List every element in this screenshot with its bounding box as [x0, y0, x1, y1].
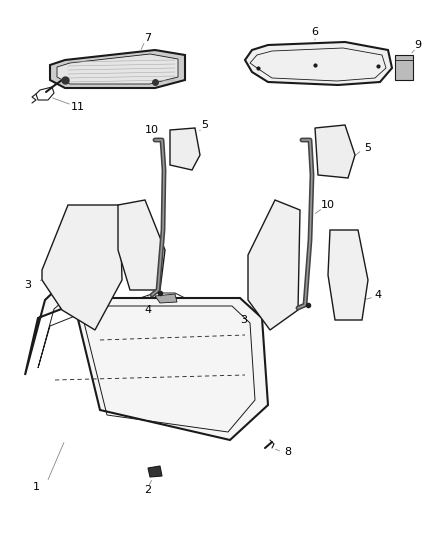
- Text: 5: 5: [364, 143, 371, 153]
- Polygon shape: [155, 294, 177, 303]
- Text: 3: 3: [25, 280, 32, 290]
- Text: 3: 3: [240, 315, 247, 325]
- Polygon shape: [57, 54, 178, 84]
- Polygon shape: [118, 200, 165, 290]
- Polygon shape: [148, 466, 162, 477]
- Text: 8: 8: [284, 447, 292, 457]
- Text: 1: 1: [32, 482, 39, 492]
- Polygon shape: [395, 55, 413, 80]
- Text: 10: 10: [321, 200, 335, 210]
- Polygon shape: [245, 42, 392, 85]
- Polygon shape: [42, 205, 122, 330]
- Polygon shape: [50, 50, 185, 88]
- Polygon shape: [328, 230, 368, 320]
- Polygon shape: [315, 125, 355, 178]
- Polygon shape: [248, 200, 300, 330]
- Text: 5: 5: [201, 120, 208, 130]
- Text: 4: 4: [145, 305, 152, 315]
- Text: 4: 4: [374, 290, 381, 300]
- Text: 9: 9: [414, 40, 421, 50]
- Text: 10: 10: [145, 125, 159, 135]
- Text: 11: 11: [71, 102, 85, 112]
- Polygon shape: [170, 128, 200, 170]
- Text: 7: 7: [145, 33, 152, 43]
- Text: 6: 6: [311, 27, 318, 37]
- Text: 2: 2: [145, 485, 152, 495]
- Polygon shape: [25, 278, 268, 440]
